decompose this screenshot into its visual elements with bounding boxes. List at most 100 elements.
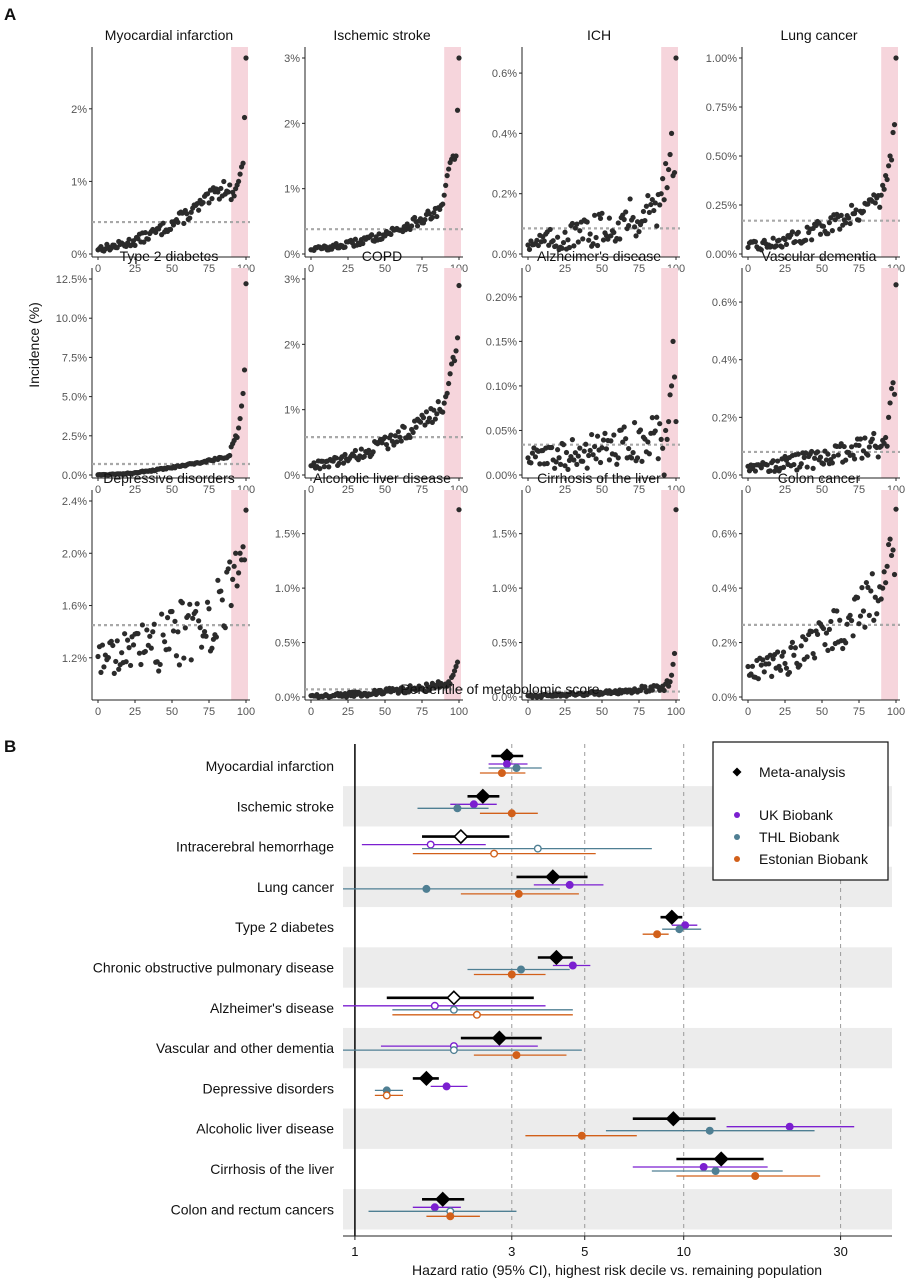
data-point (228, 196, 234, 203)
data-point (369, 232, 375, 238)
y-tick-label: 0.0% (492, 249, 517, 261)
data-point (447, 371, 453, 377)
data-point (240, 160, 246, 166)
data-point (660, 445, 666, 451)
data-point (400, 685, 406, 691)
y-tick-label: 0.6% (712, 529, 737, 541)
panel-title: Vascular dementia (762, 248, 877, 264)
data-point (395, 429, 401, 435)
data-point (144, 627, 150, 633)
data-point (608, 233, 614, 239)
data-point (125, 637, 131, 643)
data-point (798, 643, 804, 649)
y-tick-label: 0% (284, 249, 300, 261)
data-point (664, 185, 670, 191)
data-point (843, 640, 849, 646)
data-point (135, 631, 141, 637)
incidence-panel: Cirrhosis of the liver 0.0% 0.5% 1.0% 1.5% 0 2… (492, 470, 685, 718)
data-point (407, 434, 413, 440)
y-tick-label: 1.6% (62, 601, 87, 613)
x-tick-label: 75 (416, 263, 428, 275)
data-point (218, 588, 224, 594)
x-tick-label: 50 (816, 484, 828, 496)
data-point (829, 228, 835, 234)
data-point (537, 461, 543, 467)
data-point (162, 639, 168, 645)
y-tick-label: 10.0% (56, 313, 87, 325)
panel-a-x-axis-label: Percentile of metabolomic score (400, 681, 599, 697)
panel-b-forest-plot: 1 3 5 10 30 Myocardial infarction Ischemic str… (93, 741, 892, 1259)
data-point (321, 464, 327, 470)
data-point (822, 641, 828, 648)
data-point (236, 425, 242, 431)
data-point (555, 234, 561, 240)
incidence-panel: Alcoholic liver disease 0.0% 0.5% 1.0% 1.5% 0… (275, 470, 468, 718)
x-tick-label: 0 (525, 706, 531, 718)
data-point (127, 662, 134, 669)
data-point (238, 403, 245, 409)
meta-estimate-diamond (446, 990, 462, 1006)
data-point (872, 594, 878, 600)
data-point (204, 599, 211, 605)
x-tick-label: 75 (416, 484, 428, 496)
data-point (423, 409, 430, 415)
data-point (394, 439, 400, 445)
data-point (206, 200, 212, 206)
data-point (767, 652, 773, 658)
data-point (623, 436, 629, 442)
data-point (606, 457, 613, 463)
x-tick-label: 25 (342, 263, 354, 275)
data-point (123, 659, 129, 665)
data-point (352, 236, 358, 242)
panel-b-x-axis-label: Hazard ratio (95% CI), highest risk deci… (412, 1262, 822, 1278)
y-tick-label: 3% (284, 274, 300, 286)
data-point (342, 244, 348, 250)
data-point (388, 231, 394, 237)
y-tick-label: 0.4% (712, 583, 737, 595)
data-point (311, 460, 317, 466)
data-point (571, 457, 577, 463)
data-point (849, 617, 855, 624)
data-point (584, 219, 590, 225)
thl-estimate-point (449, 1005, 458, 1014)
data-point (849, 444, 855, 450)
data-point (772, 468, 778, 474)
data-point (169, 608, 175, 615)
data-point (181, 655, 187, 661)
data-point (241, 114, 248, 121)
data-point (565, 466, 571, 472)
data-point (577, 445, 583, 451)
data-point (891, 571, 898, 578)
data-point (203, 633, 209, 639)
data-point (575, 239, 581, 245)
meta-estimate-diamond (491, 1030, 507, 1046)
data-point (577, 228, 583, 234)
data-point (837, 226, 843, 232)
meta-estimate-diamond (545, 869, 561, 885)
data-point (225, 566, 231, 572)
data-point (166, 646, 172, 652)
data-point (883, 434, 889, 441)
x-tick-label: 25 (559, 263, 571, 275)
legend-item-label: Estonian Biobank (759, 851, 869, 867)
data-point (611, 229, 617, 236)
data-point (571, 243, 577, 249)
data-point (666, 683, 672, 689)
data-point (555, 447, 561, 453)
data-point (838, 212, 844, 218)
data-point (553, 459, 559, 465)
data-point (450, 672, 456, 678)
data-point (326, 464, 332, 470)
data-point (851, 456, 858, 462)
data-point (640, 208, 647, 215)
x-tick-label: 0 (745, 484, 751, 496)
x-tick-label: 25 (129, 706, 141, 718)
data-point (769, 673, 775, 679)
data-point (188, 657, 194, 663)
data-point (132, 242, 138, 248)
data-point (574, 461, 580, 467)
y-tick-label: 1% (284, 405, 300, 417)
data-point (187, 215, 193, 221)
incidence-panel: Alzheimer's disease 0.00% 0.05% 0.10% 0.15% 0… (486, 248, 685, 496)
